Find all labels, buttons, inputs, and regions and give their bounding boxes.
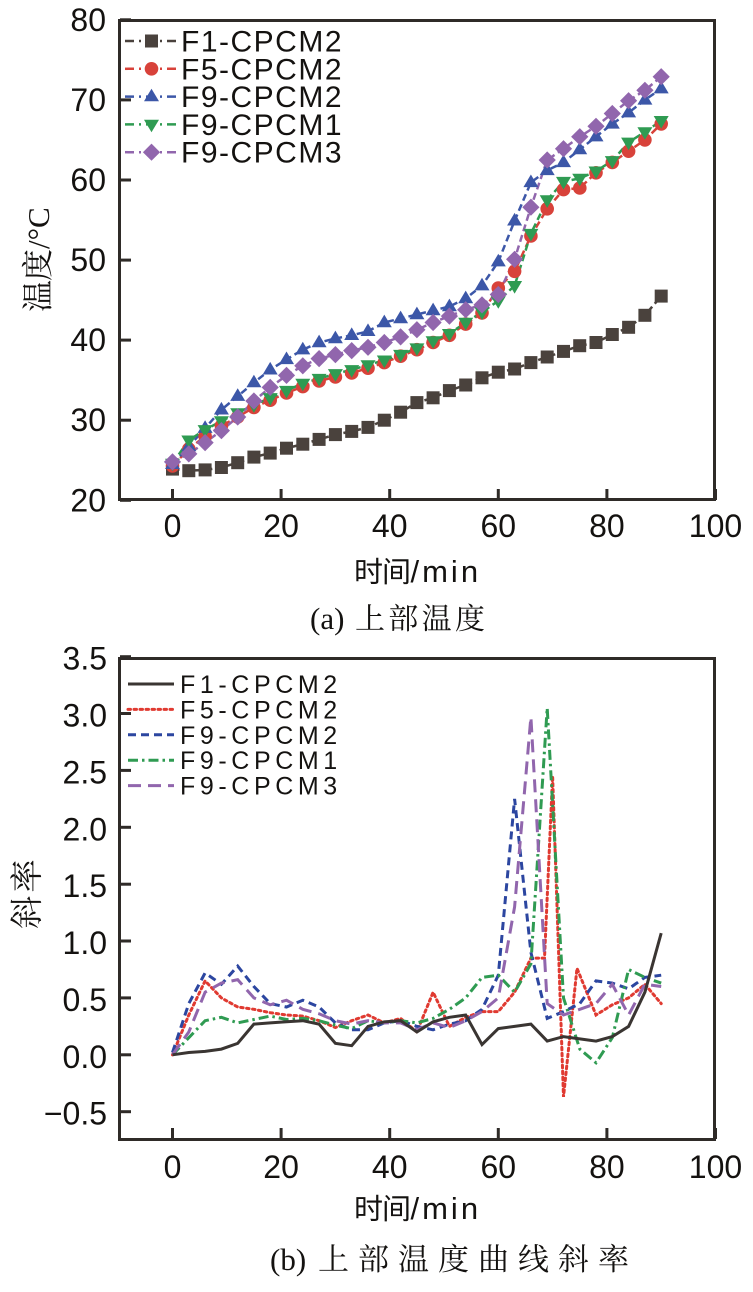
svg-text:80: 80 xyxy=(70,2,106,38)
svg-text:F9-CPCM3: F9-CPCM3 xyxy=(180,773,342,801)
svg-text:60: 60 xyxy=(481,1149,517,1185)
svg-text:50: 50 xyxy=(70,242,106,278)
svg-text:70: 70 xyxy=(70,82,106,118)
svg-text:20: 20 xyxy=(263,508,299,544)
svg-text:F1-CPCM2: F1-CPCM2 xyxy=(181,26,343,59)
svg-text:40: 40 xyxy=(372,1149,408,1185)
svg-text:−0.5: −0.5 xyxy=(44,1096,107,1132)
svg-text:0: 0 xyxy=(164,1149,182,1185)
svg-text:30: 30 xyxy=(70,402,106,438)
svg-text:2.0: 2.0 xyxy=(63,811,107,847)
svg-text:F9-CPCM2: F9-CPCM2 xyxy=(181,81,343,114)
svg-text:F9-CPCM2: F9-CPCM2 xyxy=(180,722,342,750)
svg-text:/min: /min xyxy=(411,554,482,589)
svg-text:/min: /min xyxy=(411,1191,482,1226)
svg-text:0: 0 xyxy=(164,508,182,544)
svg-text:F5-CPCM2: F5-CPCM2 xyxy=(180,696,342,724)
svg-text:/°C: /°C xyxy=(21,207,56,249)
svg-text:0.0: 0.0 xyxy=(63,1039,107,1075)
svg-text:F5-CPCM2: F5-CPCM2 xyxy=(181,53,343,86)
svg-text:80: 80 xyxy=(589,508,625,544)
svg-text:F9-CPCM1: F9-CPCM1 xyxy=(180,747,342,775)
svg-text:40: 40 xyxy=(70,322,106,358)
svg-text:F9-CPCM1: F9-CPCM1 xyxy=(181,109,343,142)
svg-text:20: 20 xyxy=(70,482,106,518)
svg-text:1.5: 1.5 xyxy=(63,868,107,904)
svg-text:80: 80 xyxy=(589,1149,625,1185)
svg-text:2.5: 2.5 xyxy=(63,754,107,790)
svg-text:60: 60 xyxy=(481,508,517,544)
svg-text:20: 20 xyxy=(263,1149,299,1185)
svg-text:100: 100 xyxy=(689,508,742,544)
svg-text:(a): (a) xyxy=(310,601,344,636)
svg-text:40: 40 xyxy=(372,508,408,544)
svg-text:F1-CPCM2: F1-CPCM2 xyxy=(180,671,342,699)
svg-text:(b): (b) xyxy=(270,1242,306,1277)
svg-text:3.5: 3.5 xyxy=(63,641,107,677)
svg-text:100: 100 xyxy=(689,1149,742,1185)
svg-text:F9-CPCM3: F9-CPCM3 xyxy=(181,137,343,170)
svg-text:60: 60 xyxy=(70,162,106,198)
svg-text:0.5: 0.5 xyxy=(63,982,107,1018)
svg-text:3.0: 3.0 xyxy=(63,698,107,734)
svg-text:1.0: 1.0 xyxy=(63,925,107,961)
